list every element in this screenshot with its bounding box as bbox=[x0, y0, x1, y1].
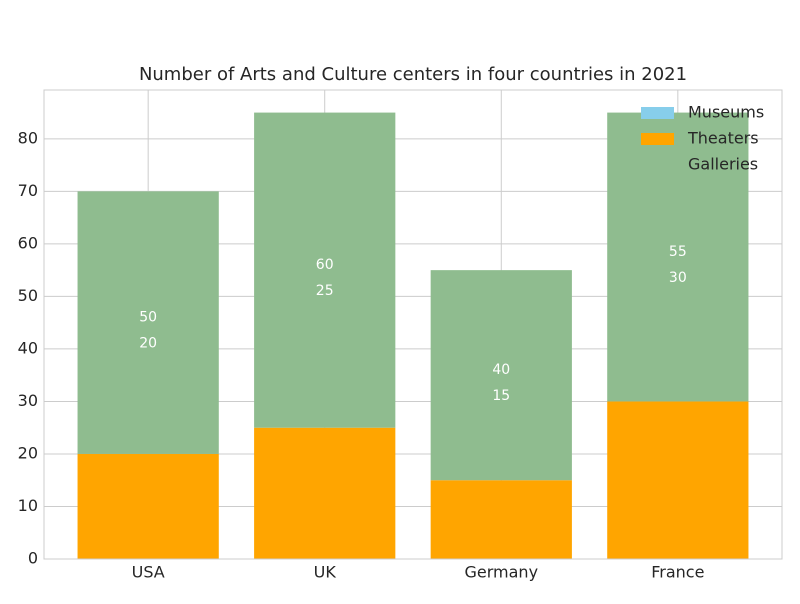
bar-segment bbox=[254, 112, 396, 428]
y-tick-label: 10 bbox=[18, 496, 38, 515]
bar-segment bbox=[430, 270, 572, 481]
value-label: 30 bbox=[669, 270, 687, 286]
bar-segment bbox=[430, 480, 572, 559]
y-tick-label: 80 bbox=[18, 128, 38, 147]
value-label: 15 bbox=[492, 388, 510, 404]
value-label: 40 bbox=[492, 362, 510, 378]
y-tick-label: 0 bbox=[28, 549, 38, 568]
y-tick-label: 30 bbox=[18, 391, 38, 410]
legend-swatch bbox=[641, 107, 674, 119]
bar-segment bbox=[77, 191, 219, 454]
bar-segment bbox=[607, 112, 749, 402]
value-label: 25 bbox=[316, 283, 334, 299]
legend-label: Theaters bbox=[687, 129, 759, 148]
legend-label: Galleries bbox=[688, 155, 758, 174]
x-tick-label: Germany bbox=[465, 563, 539, 582]
y-tick-label: 60 bbox=[18, 233, 38, 252]
bar-segment bbox=[607, 401, 749, 559]
value-label: 50 bbox=[139, 309, 157, 325]
bar-segment bbox=[77, 453, 219, 559]
y-tick-label: 50 bbox=[18, 286, 38, 305]
x-tick-label: France bbox=[651, 563, 704, 582]
value-label: 20 bbox=[139, 336, 157, 352]
legend-label: Museums bbox=[688, 103, 764, 122]
bar-segment bbox=[254, 427, 396, 559]
value-label: 60 bbox=[316, 257, 334, 273]
y-tick-label: 20 bbox=[18, 443, 38, 462]
y-tick-label: 70 bbox=[18, 181, 38, 200]
x-tick-label: USA bbox=[132, 563, 165, 582]
chart-title: Number of Arts and Culture centers in fo… bbox=[139, 64, 687, 85]
x-tick-label: UK bbox=[314, 563, 337, 582]
legend-swatch bbox=[641, 133, 674, 145]
plot-frame bbox=[43, 89, 783, 560]
y-tick-label: 40 bbox=[18, 338, 38, 357]
value-label: 55 bbox=[669, 244, 687, 260]
